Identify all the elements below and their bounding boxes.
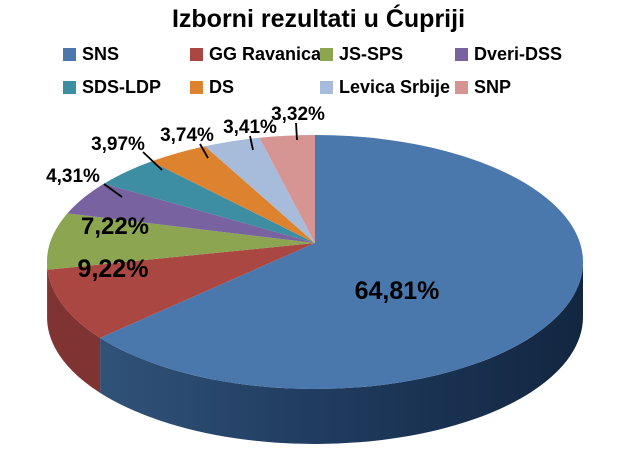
leader-line-levica-srbije bbox=[249, 135, 254, 151]
data-label-sns: 64,81% bbox=[355, 277, 440, 305]
legend-label-dveri-dss: Dveri-DSS bbox=[474, 44, 563, 64]
leader-line-sds-ldp bbox=[142, 151, 163, 171]
data-label-gg-ravanica: 9,22% bbox=[78, 255, 149, 283]
legend-swatch-sns bbox=[63, 47, 76, 61]
legend-item-sds-ldp: SDS-LDP bbox=[63, 77, 190, 97]
legend-label-gg-ravanica: GG Ravanica bbox=[209, 44, 322, 64]
legend-item-gg-ravanica: GG Ravanica bbox=[190, 44, 322, 64]
leader-line-ds bbox=[199, 143, 209, 159]
data-label-dveri-dss: 4,31% bbox=[46, 166, 100, 187]
data-label-sds-ldp: 3,97% bbox=[91, 134, 145, 155]
pie-slice-snp bbox=[259, 135, 315, 243]
legend-swatch-js-sps bbox=[320, 47, 333, 61]
legend-label-sds-ldp: SDS-LDP bbox=[82, 77, 162, 97]
pie-slice-sns bbox=[100, 134, 584, 390]
data-label-levica-srbije: 3,41% bbox=[223, 117, 277, 138]
data-label-snp: 3,32% bbox=[271, 104, 325, 125]
legend-swatch-snp bbox=[455, 80, 468, 94]
pie-wall-sns bbox=[100, 262, 583, 444]
legend-item-snp: SNP bbox=[455, 77, 633, 97]
pie-slice-gg-ravanica bbox=[47, 243, 315, 338]
legend-swatch-levica-srbije bbox=[320, 80, 333, 94]
legend-swatch-ds bbox=[190, 80, 203, 94]
pie-slice-dveri-dss bbox=[67, 183, 316, 243]
legend-swatch-dveri-dss bbox=[455, 47, 468, 61]
chart-title: Izborni rezultati u Ćupriji bbox=[171, 5, 466, 33]
data-label-ds: 3,74% bbox=[160, 125, 214, 146]
legend-item-levica-srbije: Levica Srbije bbox=[320, 77, 455, 97]
data-label-js-sps: 7,22% bbox=[81, 213, 149, 240]
legend-item-js-sps: JS-SPS bbox=[320, 44, 455, 64]
legend-swatch-gg-ravanica bbox=[190, 47, 203, 61]
legend-swatch-sds-ldp bbox=[63, 80, 76, 94]
legend-label-sns: SNS bbox=[82, 44, 120, 64]
chart-legend: SNS GG Ravanica JS-SPS Dveri-DSS SDS-LDP DS Le… bbox=[63, 44, 633, 97]
legend-label-ds: DS bbox=[209, 77, 235, 97]
pie-wall-gg-ravanica bbox=[47, 269, 101, 393]
legend-item-dveri-dss: Dveri-DSS bbox=[455, 44, 633, 64]
legend-item-sns: SNS bbox=[63, 44, 190, 64]
legend-label-snp: SNP bbox=[474, 77, 512, 97]
pie-slice-js-sps bbox=[47, 213, 315, 270]
leader-line-dveri-dss bbox=[103, 183, 123, 198]
legend-item-ds: DS bbox=[190, 77, 320, 97]
legend-label-js-sps: JS-SPS bbox=[339, 44, 404, 64]
pie-wall-js-sps bbox=[47, 262, 48, 325]
legend-label-levica-srbije: Levica Srbije bbox=[339, 77, 451, 97]
pie-slice-ds bbox=[151, 146, 315, 243]
pie-slice-levica-srbije bbox=[205, 137, 315, 243]
leader-line-snp bbox=[295, 122, 298, 141]
pie-slice-sds-ldp bbox=[103, 161, 315, 243]
